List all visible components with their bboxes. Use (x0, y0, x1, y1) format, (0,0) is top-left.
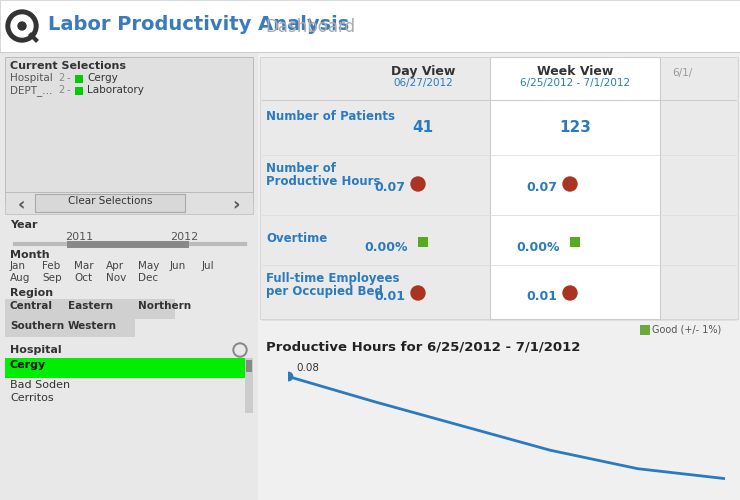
Text: Dashboard: Dashboard (265, 18, 355, 36)
Text: May: May (138, 261, 159, 271)
Text: Jan: Jan (10, 261, 26, 271)
Text: Labor Productivity Analysis: Labor Productivity Analysis (48, 15, 349, 34)
Text: 2012: 2012 (170, 232, 198, 242)
Text: Overtime: Overtime (266, 232, 327, 245)
Text: Cergy: Cergy (87, 73, 118, 83)
Circle shape (6, 10, 38, 42)
Text: 0.01: 0.01 (526, 290, 557, 303)
Circle shape (11, 15, 33, 37)
Circle shape (235, 345, 245, 355)
Text: Region: Region (10, 288, 53, 298)
Text: Good (+/- 1%): Good (+/- 1%) (652, 325, 722, 335)
Text: 0.07: 0.07 (374, 181, 405, 194)
Bar (246, 360, 252, 372)
Circle shape (18, 22, 26, 30)
Text: 06/27/2012: 06/27/2012 (393, 78, 453, 88)
Text: Hospital: Hospital (10, 345, 61, 355)
Text: Laboratory: Laboratory (87, 85, 144, 95)
Text: 6/1/: 6/1/ (672, 68, 692, 78)
Bar (5, 319, 135, 337)
Text: Jul: Jul (202, 261, 215, 271)
Text: Productive Hours: Productive Hours (266, 175, 380, 188)
Bar (245, 358, 253, 413)
Text: Feb: Feb (42, 261, 60, 271)
Text: Bad Soden: Bad Soden (10, 380, 70, 390)
Text: Number of Patients: Number of Patients (266, 110, 395, 123)
Text: Mar: Mar (74, 261, 94, 271)
Bar (5, 57, 253, 202)
Text: Week View: Week View (536, 65, 613, 78)
Text: -: - (67, 85, 70, 95)
Text: 2: 2 (58, 73, 64, 83)
Text: Current Selections: Current Selections (10, 61, 126, 71)
Bar (0, 0, 740, 52)
Bar (490, 57, 660, 319)
Text: Central: Central (10, 301, 53, 311)
Text: DEPT_...: DEPT_... (10, 85, 53, 96)
Text: ‹: ‹ (18, 196, 25, 214)
Bar (570, 237, 580, 247)
Bar (258, 52, 740, 500)
Text: Apr: Apr (106, 261, 124, 271)
Text: 6/25/2012 - 7/1/2012: 6/25/2012 - 7/1/2012 (520, 78, 630, 88)
Bar (0, 52, 258, 500)
Bar (75, 75, 83, 83)
Bar (75, 87, 83, 95)
Bar (640, 325, 650, 335)
Text: ›: › (232, 196, 240, 214)
Text: Full-time Employees: Full-time Employees (266, 272, 400, 285)
Bar (5, 299, 175, 319)
Text: 0.08: 0.08 (296, 364, 320, 374)
Bar (418, 237, 428, 247)
Circle shape (411, 177, 425, 191)
Text: 2011: 2011 (65, 232, 93, 242)
Text: Southern: Southern (10, 321, 64, 331)
Text: Oct: Oct (74, 273, 92, 283)
Text: 2: 2 (58, 85, 64, 95)
Text: per Occupied Bed: per Occupied Bed (266, 285, 383, 298)
Bar (5, 358, 245, 378)
Text: Western: Western (68, 321, 117, 331)
Text: -: - (67, 73, 70, 83)
Text: 123: 123 (559, 120, 591, 135)
Text: Day View: Day View (391, 65, 455, 78)
Text: Cerritos: Cerritos (10, 393, 53, 403)
Text: 0.00%: 0.00% (517, 241, 560, 254)
Text: Eastern: Eastern (68, 301, 113, 311)
Text: Aug: Aug (10, 273, 30, 283)
Circle shape (411, 286, 425, 300)
Text: 0.00%: 0.00% (365, 241, 408, 254)
Circle shape (563, 177, 577, 191)
Text: 0.01: 0.01 (374, 290, 405, 303)
Text: Hospital: Hospital (10, 73, 53, 83)
Text: Cergy: Cergy (10, 360, 46, 370)
Text: Sep: Sep (42, 273, 61, 283)
Bar (5, 192, 253, 193)
Text: Northern: Northern (138, 301, 191, 311)
Text: 41: 41 (412, 120, 434, 135)
Circle shape (233, 343, 247, 357)
Text: Month: Month (10, 250, 50, 260)
Text: Dec: Dec (138, 273, 158, 283)
Bar (5, 192, 253, 214)
Text: Jun: Jun (170, 261, 186, 271)
Text: Number of: Number of (266, 162, 336, 175)
Text: Clear Selections: Clear Selections (68, 196, 152, 206)
Text: 0.07: 0.07 (526, 181, 557, 194)
Bar (260, 57, 738, 319)
Bar (35, 194, 185, 212)
Text: Productive Hours for 6/25/2012 - 7/1/2012: Productive Hours for 6/25/2012 - 7/1/201… (266, 340, 580, 353)
Text: Nov: Nov (106, 273, 127, 283)
Text: Year: Year (10, 220, 38, 230)
Circle shape (563, 286, 577, 300)
